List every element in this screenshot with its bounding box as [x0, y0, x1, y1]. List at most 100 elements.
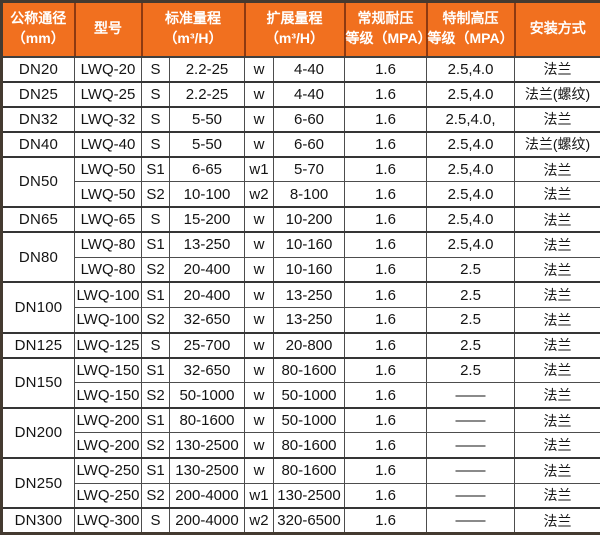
- table-row: DN50 LWQ-50 S1 6-65 w1 5-70 1.6 2.5,4.0 …: [1, 155, 600, 208]
- cell-installation: 法兰(螺纹): [514, 80, 600, 108]
- cell-standard-range: 5-50: [169, 130, 245, 158]
- cell-extended-range: 50-1000: [273, 382, 345, 409]
- cell-diameter: DN40: [1, 130, 75, 158]
- cell-extended-range: 10-200: [273, 206, 345, 233]
- cell-model: LWQ-40: [74, 130, 142, 158]
- cell-normal-pressure: 1.6: [344, 105, 427, 133]
- header-row: 公称通径 （mm） 型号 标准量程 （m³/H） 扩展量程 （m³/H） 常规耐…: [0, 1, 600, 58]
- cell-normal-pressure: 1.6: [344, 55, 427, 83]
- cell-standard-range: 15-200: [169, 206, 245, 233]
- cell-extended-code: w: [244, 281, 274, 308]
- cell-extended-code: w: [244, 456, 274, 484]
- cell-installation: 法兰: [514, 55, 600, 83]
- cell-standard-code: S1: [141, 406, 170, 434]
- cell-standard-range: 200-4000: [169, 482, 245, 509]
- cell-extended-range: 13-250: [273, 306, 345, 334]
- cell-standard-range: 6-65: [169, 155, 245, 183]
- table-row: LWQ-80 S2 20-400 w 10-160 1.6 2.5 法兰: [2, 256, 600, 283]
- cell-installation: 法兰: [514, 382, 600, 409]
- cell-extended-range: 80-1600: [273, 356, 345, 384]
- table-row: DN32 LWQ-32 S 5-50 w 6-60 1.6 2.5,4.0, 法…: [1, 105, 600, 133]
- cell-normal-pressure: 1.6: [344, 331, 427, 359]
- table-row: DN300 LWQ-300 S 200-4000 w2 320-6500 1.6…: [1, 507, 600, 535]
- cell-diameter: DN25: [1, 80, 75, 108]
- cell-installation: 法兰: [514, 155, 600, 183]
- cell-extended-code: w: [244, 231, 274, 258]
- cell-normal-pressure: 1.6: [344, 281, 427, 308]
- cell-model: LWQ-150: [74, 356, 142, 384]
- cell-installation: 法兰: [514, 331, 600, 359]
- cell-extended-code: w2: [244, 507, 274, 535]
- cell-installation: 法兰: [514, 256, 600, 283]
- cell-standard-range: 5-50: [169, 105, 245, 133]
- cell-model: LWQ-65: [74, 206, 142, 233]
- cell-standard-range: 10-100: [169, 181, 245, 208]
- cell-extended-range: 130-2500: [273, 482, 345, 509]
- cell-normal-pressure: 1.6: [344, 507, 427, 535]
- cell-standard-range: 2.2-25: [169, 80, 245, 108]
- cell-model: LWQ-80: [74, 256, 142, 283]
- cell-special-pressure: ——: [426, 406, 515, 434]
- cell-extended-range: 4-40: [273, 55, 345, 83]
- cell-model: LWQ-200: [74, 432, 142, 459]
- cell-standard-code: S2: [141, 382, 170, 409]
- cell-standard-range: 13-250: [169, 231, 245, 258]
- cell-standard-code: S: [141, 206, 170, 233]
- cell-diameter: DN65: [1, 206, 75, 233]
- cell-model: LWQ-250: [74, 456, 142, 484]
- cell-normal-pressure: 1.6: [344, 456, 427, 484]
- cell-special-pressure: 2.5: [426, 281, 515, 308]
- cell-diameter: DN20: [1, 55, 75, 83]
- cell-standard-code: S: [141, 80, 170, 108]
- cell-extended-code: w: [244, 382, 274, 409]
- table-row: DN65 LWQ-65 S 15-200 w 10-200 1.6 2.5,4.…: [1, 206, 600, 233]
- cell-standard-code: S2: [141, 432, 170, 459]
- cell-special-pressure: 2.5,4.0: [426, 231, 515, 258]
- cell-extended-code: w: [244, 331, 274, 359]
- cell-normal-pressure: 1.6: [344, 206, 427, 233]
- cell-extended-range: 80-1600: [273, 432, 345, 459]
- cell-model: LWQ-150: [74, 382, 142, 409]
- cell-extended-range: 8-100: [273, 181, 345, 208]
- cell-normal-pressure: 1.6: [344, 181, 427, 208]
- table-row: LWQ-50 S2 10-100 w2 8-100 1.6 2.5,4.0 法兰: [2, 181, 600, 208]
- cell-special-pressure: 2.5,4.0: [426, 155, 515, 183]
- cell-model: LWQ-100: [74, 281, 142, 308]
- cell-installation: 法兰: [514, 507, 600, 535]
- cell-standard-range: 2.2-25: [169, 55, 245, 83]
- cell-standard-range: 32-650: [169, 306, 245, 334]
- cell-extended-range: 6-60: [273, 105, 345, 133]
- cell-standard-range: 20-400: [169, 256, 245, 283]
- cell-model: LWQ-50: [74, 181, 142, 208]
- cell-diameter: DN50: [1, 155, 75, 208]
- header-nominal-diameter: 公称通径 （mm）: [0, 1, 76, 58]
- cell-standard-range: 50-1000: [169, 382, 245, 409]
- cell-diameter: DN200: [1, 406, 75, 459]
- cell-standard-range: 130-2500: [169, 432, 245, 459]
- cell-model: LWQ-20: [74, 55, 142, 83]
- cell-special-pressure: 2.5,4.0: [426, 80, 515, 108]
- cell-model: LWQ-250: [74, 482, 142, 509]
- table-row: DN20 LWQ-20 S 2.2-25 w 4-40 1.6 2.5,4.0 …: [1, 55, 600, 83]
- cell-special-pressure: 2.5,4.0: [426, 55, 515, 83]
- cell-normal-pressure: 1.6: [344, 256, 427, 283]
- cell-extended-code: w: [244, 105, 274, 133]
- cell-normal-pressure: 1.6: [344, 406, 427, 434]
- cell-standard-code: S: [141, 55, 170, 83]
- cell-diameter: DN80: [1, 231, 75, 283]
- cell-diameter: DN250: [1, 456, 75, 509]
- cell-extended-range: 50-1000: [273, 406, 345, 434]
- header-installation: 安装方式: [513, 1, 600, 58]
- cell-special-pressure: 2.5,4.0: [426, 206, 515, 233]
- table-row: DN250 LWQ-250 S1 130-2500 w 80-1600 1.6 …: [1, 456, 600, 509]
- table-row: DN125 LWQ-125 S 25-700 w 20-800 1.6 2.5 …: [1, 331, 600, 359]
- cell-special-pressure: 2.5,4.0: [426, 181, 515, 208]
- cell-special-pressure: ——: [426, 432, 515, 459]
- cell-installation: 法兰: [514, 406, 600, 434]
- cell-extended-code: w: [244, 256, 274, 283]
- cell-standard-code: S: [141, 130, 170, 158]
- cell-diameter: DN300: [1, 507, 75, 535]
- cell-normal-pressure: 1.6: [344, 155, 427, 183]
- cell-extended-range: 20-800: [273, 331, 345, 359]
